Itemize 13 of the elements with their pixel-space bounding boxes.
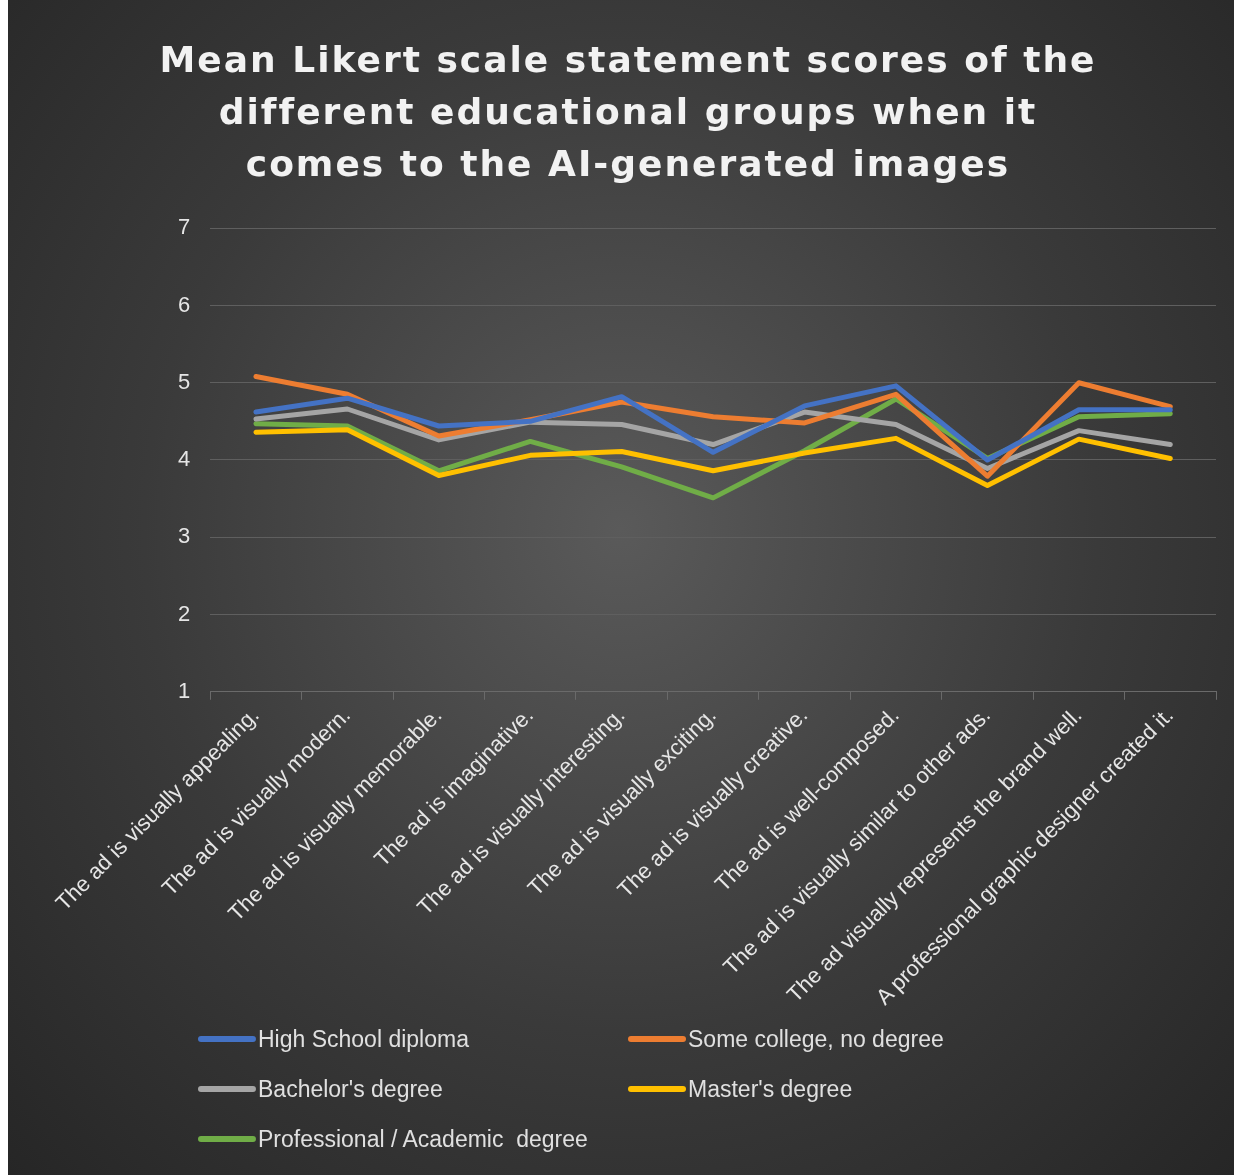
y-tick-label: 2: [177, 600, 191, 626]
y-tick-label: 7: [177, 214, 191, 240]
legend-label: Some college, no degree: [688, 1025, 944, 1053]
chart-title: Mean Likert scale statement scores of the different educational groups when it comes to the AI-generated images: [158, 38, 1098, 186]
y-tick-label: 4: [177, 446, 191, 472]
legend-label: Professional / Academic degree: [258, 1125, 588, 1153]
y-tick-label: 3: [177, 523, 191, 549]
legend-label: Master's degree: [688, 1075, 853, 1103]
y-tick-label: 1: [177, 677, 191, 703]
legend-label: Bachelor's degree: [258, 1075, 443, 1103]
y-tick-label: 5: [177, 368, 191, 394]
legend-label: High School diploma: [258, 1025, 469, 1053]
y-tick-label: 6: [177, 291, 191, 317]
